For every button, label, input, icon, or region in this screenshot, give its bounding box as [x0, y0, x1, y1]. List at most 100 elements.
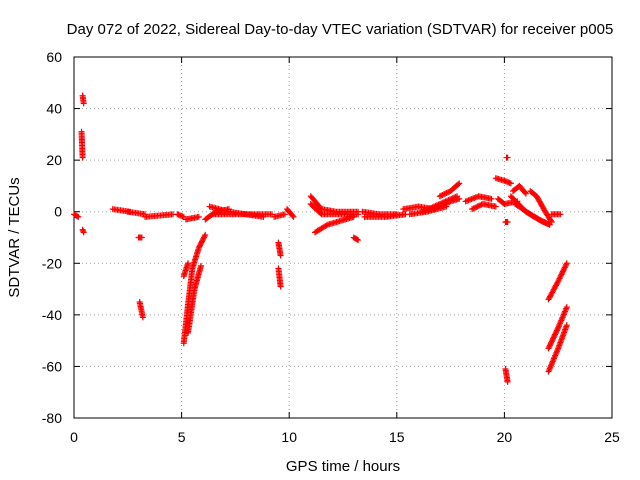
data-point [355, 211, 362, 218]
data-point [551, 333, 558, 340]
y-tick-label: -40 [42, 307, 62, 323]
data-point [559, 270, 566, 277]
data-point [554, 326, 561, 333]
data-point [557, 211, 564, 218]
data-point [557, 274, 564, 281]
y-tick-label: 20 [46, 152, 62, 168]
data-point [563, 304, 570, 311]
x-tick-label: 0 [70, 429, 78, 445]
data-point [488, 195, 495, 202]
data-point [563, 261, 570, 268]
data-point [474, 203, 481, 210]
data-point [469, 206, 476, 213]
data-point [80, 229, 87, 236]
data-point [548, 219, 555, 226]
data-point [563, 322, 570, 329]
data-point [456, 180, 463, 187]
data-point [562, 263, 569, 270]
data-point [277, 252, 284, 259]
y-tick-label: 60 [46, 49, 62, 65]
data-point [555, 278, 562, 285]
x-tick-label: 25 [604, 429, 620, 445]
data-point [477, 202, 484, 209]
data-point [195, 213, 202, 220]
data-point [74, 213, 81, 220]
x-tick-label: 20 [497, 429, 513, 445]
data-point [550, 335, 557, 342]
x-axis-label: GPS time / hours [286, 458, 400, 475]
data-point [440, 201, 447, 208]
data-point [548, 338, 555, 345]
data-point [507, 180, 514, 187]
x-tick-label: 15 [389, 429, 405, 445]
plot-area-frame [73, 56, 613, 419]
data-point [443, 200, 450, 207]
data-point [439, 191, 446, 198]
tick-layer: 0 5 10 15 20 25 -80 -60 -40 -20 0 20 40 60 [42, 49, 620, 445]
data-point [438, 192, 445, 199]
data-point [546, 344, 553, 351]
data-point [440, 191, 447, 198]
y-tick-label: 40 [46, 101, 62, 117]
data-point [185, 260, 192, 267]
data-point [553, 327, 560, 334]
data-point [522, 190, 529, 197]
data-point [139, 314, 146, 321]
data-point [355, 237, 362, 244]
data-point [561, 265, 568, 272]
data-point [557, 272, 564, 279]
data-point [475, 202, 482, 209]
data-point [473, 204, 480, 211]
data-point [556, 275, 563, 282]
data-point [442, 190, 449, 197]
x-tick-label: 5 [178, 429, 186, 445]
data-point [563, 260, 570, 267]
grid-layer [74, 57, 612, 418]
data-point [442, 200, 449, 207]
data-point [456, 195, 463, 202]
data-point [75, 213, 82, 220]
data-point [317, 210, 324, 217]
data-point [504, 154, 511, 161]
data-point [559, 268, 566, 275]
data-point [504, 219, 511, 226]
data-point [197, 262, 204, 269]
data-point [547, 217, 554, 224]
data-point [277, 283, 284, 290]
data-point [436, 193, 443, 200]
data-marks [71, 92, 570, 385]
data-point [353, 236, 360, 243]
y-tick-label: -20 [42, 255, 62, 271]
data-point [201, 233, 208, 240]
data-point [444, 189, 451, 196]
data-point [350, 213, 357, 220]
data-point [455, 181, 462, 188]
data-point [550, 334, 557, 341]
data-point [548, 339, 555, 346]
data-point [79, 154, 86, 161]
data-point [553, 328, 560, 335]
data-point [438, 202, 445, 209]
data-point [443, 190, 450, 197]
data-point [80, 100, 87, 107]
x-tick-label: 10 [281, 429, 297, 445]
y-tick-label: -80 [42, 410, 62, 426]
data-point [281, 211, 288, 218]
data-point [560, 267, 567, 274]
data-point [521, 189, 528, 196]
data-point [444, 199, 451, 206]
data-point [546, 342, 553, 349]
data-point [558, 271, 565, 278]
data-point [138, 234, 145, 241]
data-point [471, 204, 478, 211]
data-point [561, 264, 568, 271]
chart-title: Day 072 of 2022, Sidereal Day-to-day VTE… [67, 21, 614, 38]
data-point [492, 203, 499, 210]
data-point [439, 202, 446, 209]
data-point [504, 378, 511, 385]
data-point [545, 345, 552, 352]
data-point [470, 205, 477, 212]
y-axis-label: SDTVAR / TECUs [6, 177, 23, 297]
y-tick-label: 0 [54, 204, 62, 220]
